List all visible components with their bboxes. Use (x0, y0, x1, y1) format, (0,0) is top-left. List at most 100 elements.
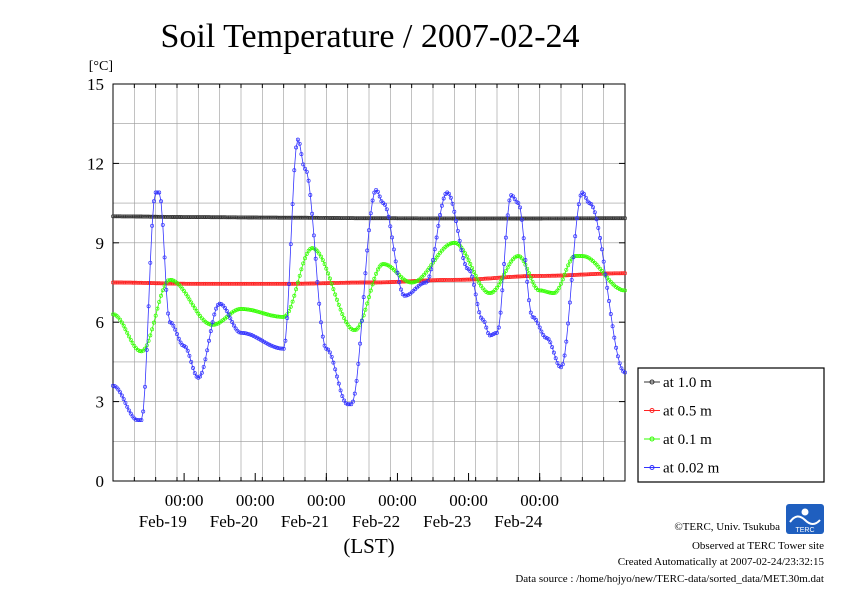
credits: ©TERC, Univ. Tsukuba Observed at TERC To… (515, 521, 824, 585)
data-point (605, 285, 610, 290)
data-point (182, 215, 187, 220)
data-point (438, 213, 443, 217)
data-point (301, 162, 306, 167)
data-point (249, 308, 254, 313)
data-point (363, 307, 368, 312)
data-point (313, 256, 318, 261)
data-point (539, 288, 544, 293)
data-point (185, 348, 190, 353)
data-point (228, 281, 233, 286)
data-point (516, 254, 521, 258)
x-tick-time-label: 00:00 (307, 491, 346, 510)
data-point (349, 216, 354, 221)
data-point (575, 216, 579, 221)
data-point (303, 166, 307, 171)
data-point (278, 281, 283, 286)
data-point (455, 228, 460, 233)
data-point (317, 251, 322, 256)
data-point (509, 274, 514, 279)
data-point (351, 399, 355, 404)
data-point (340, 394, 345, 399)
data-point (246, 307, 251, 312)
data-point (157, 299, 162, 304)
data-point (308, 281, 313, 286)
data-point (143, 214, 147, 219)
data-point (159, 214, 163, 219)
data-point (372, 276, 377, 281)
data-point (612, 335, 617, 340)
data-point (319, 254, 323, 259)
data-point (111, 214, 115, 219)
data-point (315, 280, 320, 284)
data-point (239, 307, 243, 311)
data-point (557, 273, 562, 278)
data-point (443, 216, 448, 221)
data-point (148, 214, 153, 219)
data-point (351, 327, 355, 332)
data-point (123, 214, 128, 219)
data-point (491, 276, 496, 281)
data-point (575, 254, 579, 258)
data-point (475, 216, 480, 221)
data-point (386, 214, 391, 219)
data-point (566, 216, 571, 221)
data-point (383, 202, 387, 207)
data-point (475, 302, 480, 306)
legend-marker (649, 379, 655, 385)
data-point (118, 317, 123, 322)
data-point (260, 281, 265, 286)
data-point (327, 350, 332, 355)
data-point (155, 190, 160, 195)
data-point (614, 271, 619, 276)
data-point (592, 210, 597, 215)
data-point (525, 279, 530, 284)
x-tick-date-label: Feb-20 (210, 512, 258, 531)
data-point (164, 287, 169, 292)
data-point (253, 215, 258, 220)
data-point (617, 361, 622, 366)
data-point (191, 215, 195, 220)
data-point (196, 311, 201, 316)
data-point (269, 281, 274, 286)
data-point (239, 330, 243, 335)
data-point (614, 216, 619, 221)
data-point (189, 215, 194, 220)
data-point (464, 254, 469, 259)
data-point (500, 216, 505, 221)
data-point (326, 271, 331, 276)
data-point (468, 269, 473, 274)
data-point (287, 215, 291, 220)
series-at-0-1-m (111, 240, 627, 354)
data-point (343, 319, 348, 324)
data-point (425, 279, 430, 283)
data-point (287, 282, 291, 287)
data-point (299, 281, 304, 286)
data-point (598, 271, 603, 276)
data-point (125, 404, 130, 409)
data-point (335, 280, 339, 285)
data-point (189, 359, 194, 364)
data-point (518, 274, 523, 279)
data-point (379, 216, 384, 221)
data-point (247, 332, 252, 337)
data-point (310, 281, 315, 286)
data-point (276, 314, 281, 319)
data-point (203, 215, 208, 220)
x-tick-time-label: 00:00 (378, 491, 417, 510)
data-point (567, 259, 572, 264)
data-point (519, 217, 524, 222)
credit-observed: Observed at TERC Tower site (692, 540, 824, 552)
data-point (560, 362, 565, 367)
data-point (214, 215, 219, 220)
data-point (304, 251, 309, 256)
data-point (559, 365, 563, 370)
data-point (255, 281, 259, 286)
data-point (589, 202, 594, 207)
x-tick-date-label: Feb-21 (281, 512, 329, 531)
data-point (167, 277, 172, 282)
data-point (422, 216, 427, 221)
data-point (541, 216, 546, 221)
data-point (310, 211, 315, 216)
legend-label: at 1.0 m (663, 375, 712, 391)
credit-source: Data source : /home/hojyo/new/TERC-data/… (515, 573, 824, 585)
